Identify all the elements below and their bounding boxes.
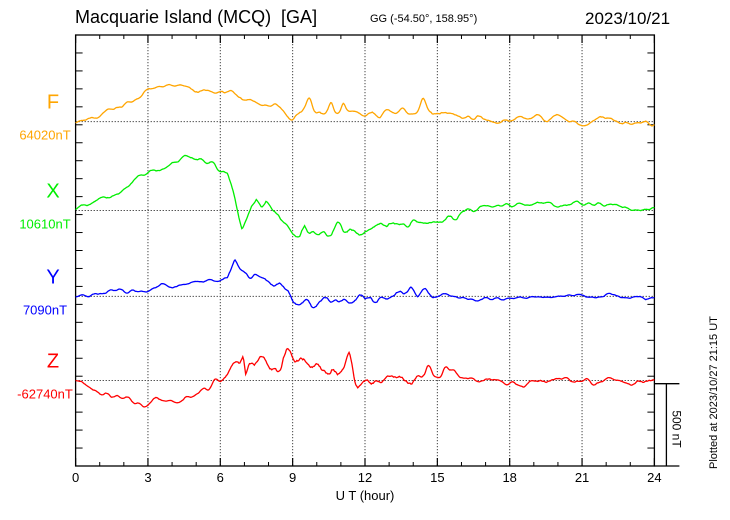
- svg-text:21: 21: [575, 470, 589, 485]
- svg-text:Y: Y: [46, 266, 59, 288]
- svg-text:Plotted at 2023/10/27 21:15 UT: Plotted at 2023/10/27 21:15 UT: [708, 316, 720, 469]
- svg-text:0: 0: [72, 470, 79, 485]
- svg-text:15: 15: [430, 470, 444, 485]
- svg-text:24: 24: [647, 470, 661, 485]
- svg-text:GG (-54.50°, 158.95°): GG (-54.50°, 158.95°): [370, 13, 477, 25]
- svg-text:7090nT: 7090nT: [23, 302, 67, 317]
- svg-text:3: 3: [144, 470, 151, 485]
- svg-text:U T (hour): U T (hour): [336, 488, 395, 503]
- svg-text:18: 18: [502, 470, 516, 485]
- svg-text:Z: Z: [47, 351, 59, 373]
- svg-text:12: 12: [358, 470, 372, 485]
- svg-text:X: X: [46, 181, 59, 203]
- svg-text:9: 9: [289, 470, 296, 485]
- svg-text:F: F: [47, 92, 59, 114]
- svg-text:64020nT: 64020nT: [19, 128, 70, 143]
- svg-text:500 nT: 500 nT: [669, 410, 683, 448]
- svg-text:10610nT: 10610nT: [19, 217, 70, 232]
- svg-text:2023/10/21: 2023/10/21: [585, 9, 670, 28]
- svg-text:6: 6: [217, 470, 224, 485]
- svg-text:Macquarie Island (MCQ) [GA]: Macquarie Island (MCQ) [GA]: [75, 7, 317, 27]
- svg-text:-62740nT: -62740nT: [17, 387, 73, 402]
